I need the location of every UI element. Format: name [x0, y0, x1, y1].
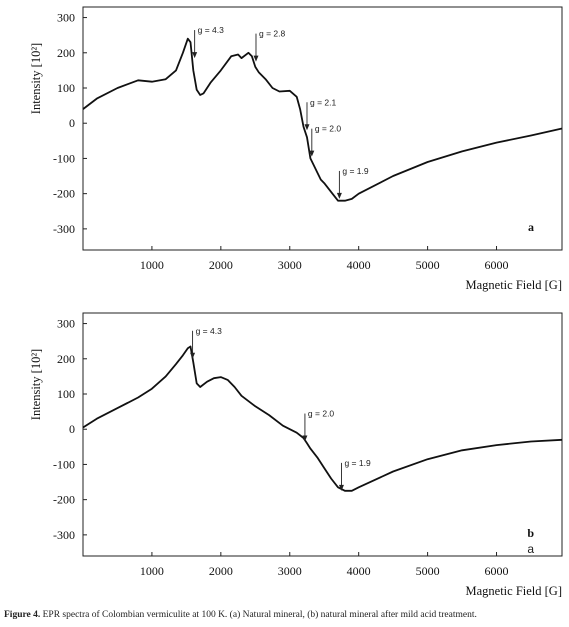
y-tick-label: 200 — [57, 352, 75, 366]
x-tick-label: 1000 — [140, 258, 164, 272]
y-axis-label: Intensity [10²] — [29, 43, 43, 114]
y-tick-label: 300 — [57, 11, 75, 25]
y-tick-label: -100 — [53, 457, 75, 471]
spectrum-line — [82, 345, 563, 492]
y-tick-label: -100 — [53, 151, 75, 165]
y-axis-label: Intensity [10²] — [29, 349, 43, 420]
x-axis-label: Magnetic Field [G] — [465, 584, 562, 598]
caption-text: EPR spectra of Colombian vermiculite at … — [42, 610, 477, 620]
y-tick-label: 0 — [69, 422, 75, 436]
x-tick-label: 6000 — [485, 258, 509, 272]
spectrum-line — [82, 37, 563, 202]
x-axis-label: Magnetic Field [G] — [465, 278, 562, 292]
annotation-label: g = 4.3 — [196, 326, 223, 336]
annotation-label: g = 1.9 — [344, 458, 371, 468]
annotation-arrowhead — [309, 150, 315, 157]
y-tick-label: -300 — [53, 528, 75, 542]
annotation-label: g = 2.1 — [310, 97, 337, 107]
y-tick-label: -200 — [53, 187, 75, 201]
annotation-arrowhead — [190, 352, 196, 359]
x-tick-label: 3000 — [278, 258, 302, 272]
y-tick-label: 300 — [57, 317, 75, 331]
annotation-arrowhead — [304, 124, 310, 131]
x-tick-label: 6000 — [485, 564, 509, 578]
panel-label: b — [527, 526, 534, 540]
annotation-label: g = 2.0 — [308, 409, 335, 419]
x-tick-label: 5000 — [416, 564, 440, 578]
x-tick-label: 4000 — [347, 564, 371, 578]
x-tick-label: 5000 — [416, 258, 440, 272]
annotation-label: g = 2.8 — [259, 29, 286, 39]
annotation-arrowhead — [336, 192, 342, 199]
annotation-label: g = 4.3 — [198, 25, 225, 35]
annotation-arrowhead — [302, 435, 308, 442]
x-tick-label: 1000 — [140, 564, 164, 578]
panel-label: a — [528, 220, 534, 234]
x-tick-label: 3000 — [278, 564, 302, 578]
y-tick-label: 0 — [69, 116, 75, 130]
annotation-label: g = 1.9 — [342, 166, 369, 176]
y-tick-label: 200 — [57, 46, 75, 60]
figure-caption: Figure 4. EPR spectra of Colombian vermi… — [4, 610, 564, 620]
annotation-arrowhead — [338, 484, 344, 491]
plot-frame — [82, 312, 563, 557]
annotation-label: g = 2.0 — [315, 124, 342, 134]
y-tick-label: -300 — [53, 222, 75, 236]
annotation-arrowhead — [253, 55, 259, 62]
panel-extra-label: a — [527, 542, 534, 556]
y-tick-label: 100 — [57, 387, 75, 401]
y-tick-label: 100 — [57, 81, 75, 95]
x-tick-label: 4000 — [347, 258, 371, 272]
caption-label: Figure 4. — [4, 610, 41, 620]
x-tick-label: 2000 — [209, 258, 233, 272]
x-tick-label: 2000 — [209, 564, 233, 578]
annotation-arrowhead — [192, 52, 198, 59]
y-tick-label: -200 — [53, 493, 75, 507]
